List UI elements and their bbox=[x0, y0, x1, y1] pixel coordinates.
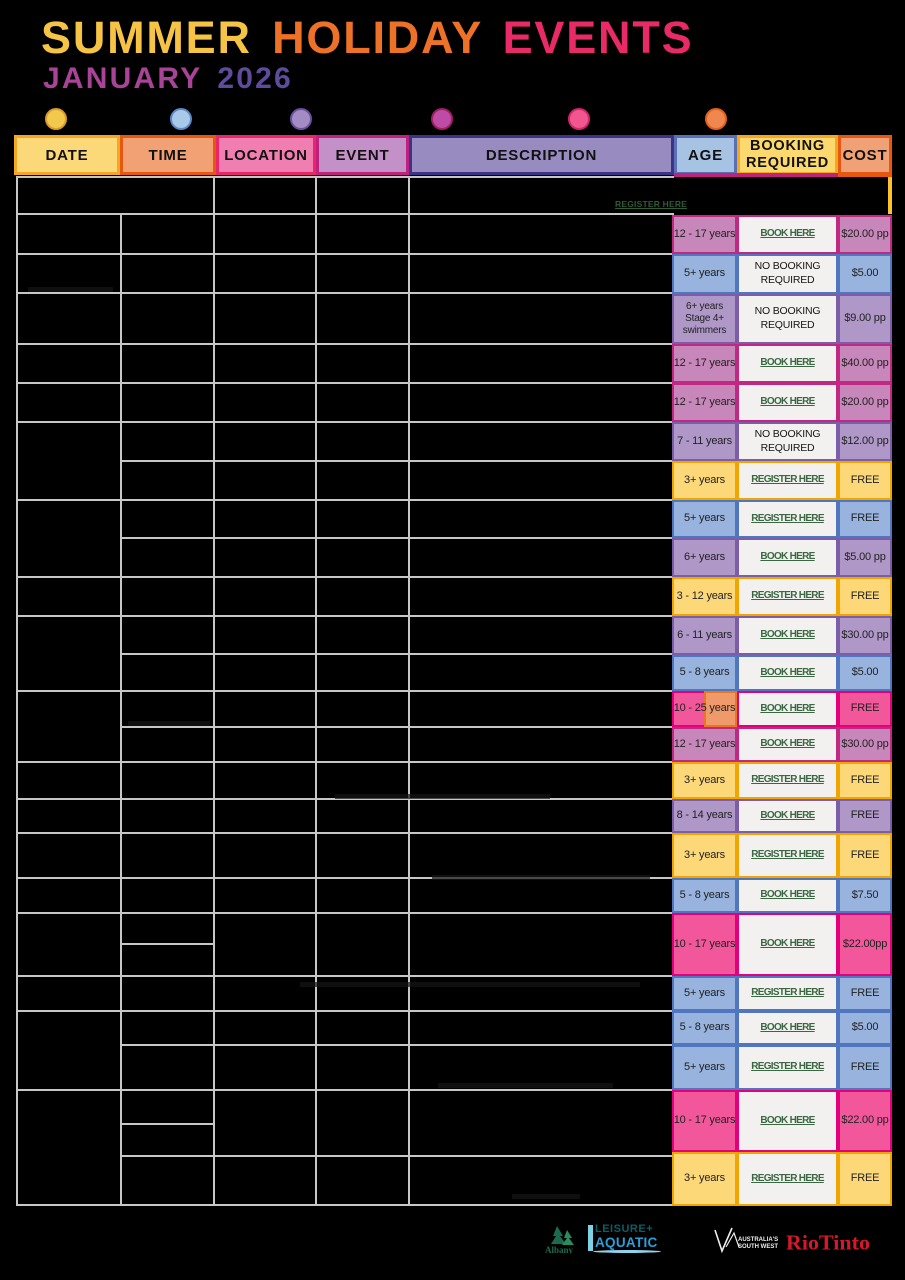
svg-text:AUSTRALIA'S: AUSTRALIA'S bbox=[738, 1237, 778, 1243]
svg-text:Albany: Albany bbox=[545, 1245, 574, 1254]
svg-text:SOUTH WEST: SOUTH WEST bbox=[738, 1244, 778, 1250]
